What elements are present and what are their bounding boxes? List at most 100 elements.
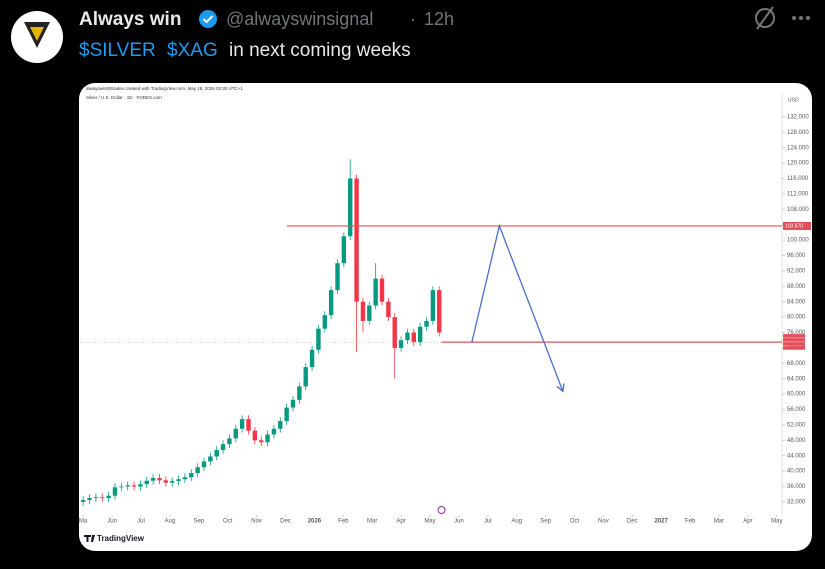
y-tick-label: 124.000: [787, 145, 809, 151]
x-tick-label: Mar: [367, 519, 377, 525]
x-tick-label: Nov: [598, 519, 609, 525]
x-tick-label: 2027: [655, 519, 669, 525]
candle-body: [93, 497, 99, 499]
x-tick-label: Sep: [540, 519, 551, 525]
candle-body: [322, 315, 327, 329]
candle-body: [195, 467, 200, 474]
candle-body: [290, 399, 296, 408]
y-tick-label: 92.000: [787, 268, 806, 274]
candle-body: [157, 478, 162, 481]
candle-body: [303, 367, 308, 387]
arrow-head: [556, 383, 565, 393]
candle-body: [106, 495, 111, 499]
y-tick-label: 84.000: [787, 299, 806, 305]
x-tick-label: Ma: [79, 519, 88, 525]
candle-body: [265, 434, 270, 443]
candle-body: [259, 440, 264, 443]
candle-body: [220, 444, 226, 450]
candle-body: [284, 407, 289, 422]
candle-body: [437, 290, 442, 333]
y-tick-label: 120.000: [787, 161, 809, 167]
candle-body: [233, 428, 238, 439]
price-label-box: [783, 221, 811, 230]
candle-body: [430, 290, 436, 321]
candle-body: [131, 485, 137, 487]
y-tick-label: 80.000: [787, 315, 806, 321]
candle-body: [214, 449, 219, 457]
y-tick-label: 76.000: [787, 330, 806, 336]
candle-body: [297, 386, 302, 400]
forecast-arrow: [471, 223, 564, 392]
candle-body: [271, 428, 277, 435]
author-handle[interactable]: @alwayswinsignal: [226, 9, 373, 29]
candle-body: [227, 438, 232, 445]
candle-body: [189, 473, 194, 478]
x-tick-label: Apr: [743, 519, 752, 525]
candle-body: [87, 498, 92, 500]
y-tick-label: 48.000: [787, 438, 806, 444]
candle-body: [398, 340, 404, 348]
timestamp[interactable]: 12h: [424, 9, 454, 29]
y-tick-label: 64.000: [787, 376, 806, 382]
branding: TradingView: [97, 534, 145, 543]
x-tick-label: Mar: [714, 519, 724, 525]
chart-caption: alwayswin00trades created with TradingVi…: [86, 86, 243, 91]
candle-body: [201, 461, 207, 468]
x-tick-label: Aug: [165, 519, 176, 525]
x-tick-label: 2026: [308, 519, 322, 525]
symbol-info: Silver / U.S. Dollar · 1D · FOREX.com: [86, 95, 162, 100]
candle-body: [411, 332, 417, 343]
date-marker: [437, 506, 446, 514]
x-tick-label: Feb: [338, 519, 349, 525]
x-tick-label: Nov: [251, 519, 262, 525]
candle-body: [246, 419, 251, 431]
candle-body: [392, 317, 397, 348]
tweet-body: in next coming weeks: [229, 40, 411, 61]
tv-logo: [84, 535, 95, 542]
x-tick-label: May: [424, 519, 435, 525]
x-tick-label: Aug: [511, 519, 522, 525]
x-tick-label: Dec: [280, 519, 291, 525]
candle-body: [182, 477, 188, 480]
x-tick-label: Jul: [484, 519, 492, 525]
y-tick-label: 36.000: [787, 484, 806, 490]
chart: alwayswin00trades created with TradingVi…: [79, 86, 811, 543]
candle-body: [309, 349, 315, 368]
price-tag: [783, 346, 805, 350]
y-tick-label: 132.000: [787, 114, 809, 120]
y-tick-label: 108.000: [787, 207, 809, 213]
x-tick-label: Apr: [396, 519, 405, 525]
y-tick-label: 68.000: [787, 361, 806, 367]
y-tick-label: 44.000: [787, 453, 806, 459]
grok-icon[interactable]: [755, 6, 775, 30]
cashtag[interactable]: $SILVER: [79, 40, 156, 61]
x-tick-label: Dec: [627, 519, 638, 525]
more-menu[interactable]: [792, 16, 810, 20]
x-tick-label: Oct: [223, 519, 233, 525]
y-tick-label: 40.000: [787, 469, 806, 475]
y-tick-label: 60.000: [787, 392, 806, 398]
candle-body: [80, 499, 86, 502]
candle-body: [100, 497, 105, 499]
candle-body: [328, 290, 334, 316]
separator: ·: [410, 9, 416, 29]
price-tag: [783, 334, 805, 338]
candle-body: [360, 301, 366, 321]
x-tick-label: Oct: [570, 519, 580, 525]
candle-body: [208, 456, 213, 462]
cashtag[interactable]: $XAG: [167, 40, 218, 61]
candle-body: [373, 278, 378, 306]
candle-body: [169, 481, 175, 483]
y-tick-label: 56.000: [787, 407, 806, 413]
author-name[interactable]: Always win: [79, 9, 181, 30]
candle-body: [424, 320, 429, 327]
unit-label: USD: [788, 97, 799, 103]
chart-image[interactable]: [79, 83, 812, 551]
candle-body: [112, 487, 118, 496]
y-tick-label: 52.000: [787, 422, 806, 428]
candle-body: [125, 485, 130, 487]
candle-body: [119, 486, 124, 488]
candle-body: [367, 305, 372, 321]
price-tag: [783, 338, 805, 342]
